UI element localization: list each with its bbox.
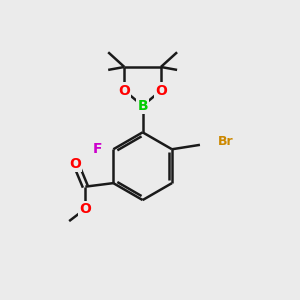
Text: O: O <box>118 83 130 98</box>
Text: Br: Br <box>218 135 233 148</box>
Text: O: O <box>69 157 81 171</box>
Text: O: O <box>80 202 91 216</box>
Text: O: O <box>155 83 167 98</box>
Text: B: B <box>137 99 148 113</box>
Text: F: F <box>93 142 102 156</box>
